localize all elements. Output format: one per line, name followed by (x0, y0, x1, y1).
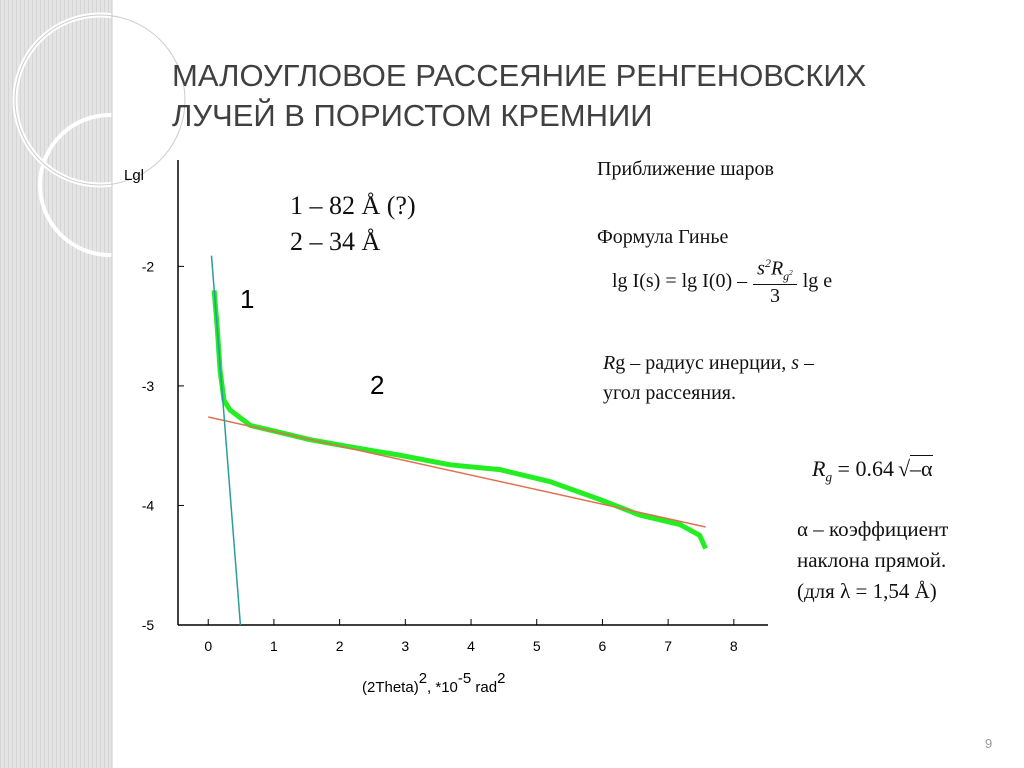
y-tick-label: -2 (142, 258, 155, 274)
x-label-part: rad (471, 679, 497, 696)
formula: lg I(s) = lg I(0) – s2Rg2 3 lg e (612, 256, 832, 308)
size-line: 1 – 82 Å (?) (290, 191, 416, 220)
text: Формула Гинье (597, 226, 729, 248)
text: R (812, 456, 826, 481)
x-tick-label: 0 (204, 638, 212, 654)
text: g (615, 352, 626, 374)
x-tick-label: 6 (599, 638, 607, 654)
x-label-part: -5 (458, 670, 471, 687)
data-line (208, 416, 706, 528)
x-tick-label: 7 (664, 638, 672, 654)
text: = 0.64 (837, 456, 894, 481)
y-tick-label: -5 (142, 617, 155, 633)
x-label-part: 2 (497, 670, 505, 687)
data-line (211, 290, 708, 550)
rg-note: Rg – радиус инерции, s – угол рассеяния. (603, 348, 923, 408)
text: – (799, 352, 815, 374)
numerator: s2Rg2 (753, 256, 797, 285)
x-tick-label: 1 (270, 638, 278, 654)
y-tick-label: -3 (142, 378, 155, 394)
y-tick-label: -4 (142, 497, 155, 513)
x-tick-label: 2 (336, 638, 344, 654)
text: –α (910, 455, 933, 481)
rg-formula: Rg = 0.64 √–α (812, 455, 933, 485)
alpha-note: α – коэффициент наклона прямой. (для λ =… (797, 514, 948, 607)
page-number: 9 (985, 736, 993, 751)
text: s (791, 352, 800, 374)
formula-part: 2 (789, 268, 793, 277)
annotation: 1 (240, 284, 254, 314)
formula-part: 2 (764, 256, 771, 270)
formula-part: lg I(s) = lg I(0) – (612, 270, 748, 293)
title-line: МАЛОУГЛОВОЕ РАССЕЯНИЕ РЕНГЕНОВСКИХ (172, 58, 867, 93)
fraction: s2Rg2 3 (753, 256, 797, 308)
formula-part: g (783, 268, 790, 283)
text: – радиус инерции, (625, 352, 792, 374)
text: R (603, 352, 616, 374)
x-label-part: (2Theta) (362, 679, 419, 696)
data-line (210, 255, 242, 626)
x-tick-label: 5 (533, 638, 541, 654)
x-tick-label: 3 (401, 638, 409, 654)
text: (для λ = 1,54 Å) (797, 579, 937, 603)
x-tick-label: 8 (730, 638, 738, 654)
sizes: 1 – 82 Å (?) 2 – 34 Å (290, 188, 416, 260)
title: МАЛОУГЛОВОЕ РАССЕЯНИЕ РЕНГЕНОВСКИХ ЛУЧЕЙ… (172, 56, 866, 136)
y-axis-label: Lgl (124, 167, 144, 184)
formula-part: s (757, 257, 765, 280)
annotation: 2 (370, 370, 384, 400)
x-tick-label: 4 (467, 638, 475, 654)
text: угол рассеяния. (603, 382, 736, 404)
formula-part: lg e (802, 270, 833, 293)
x-axis-label: (2Theta)2, *10-5 rad2 (362, 670, 505, 696)
x-label-part: , *10 (427, 679, 458, 696)
denominator: 3 (769, 284, 780, 307)
text: α – коэффициент (797, 517, 949, 541)
title-line: ЛУЧЕЙ В ПОРИСТОМ КРЕМНИИ (172, 98, 653, 133)
text: наклона прямой. (797, 548, 947, 572)
formula-part: R (770, 257, 784, 280)
text: g (825, 469, 833, 485)
text: Приближение шаров (597, 158, 774, 180)
x-label-part: 2 (419, 670, 427, 687)
size-line: 2 – 34 Å (290, 227, 381, 256)
